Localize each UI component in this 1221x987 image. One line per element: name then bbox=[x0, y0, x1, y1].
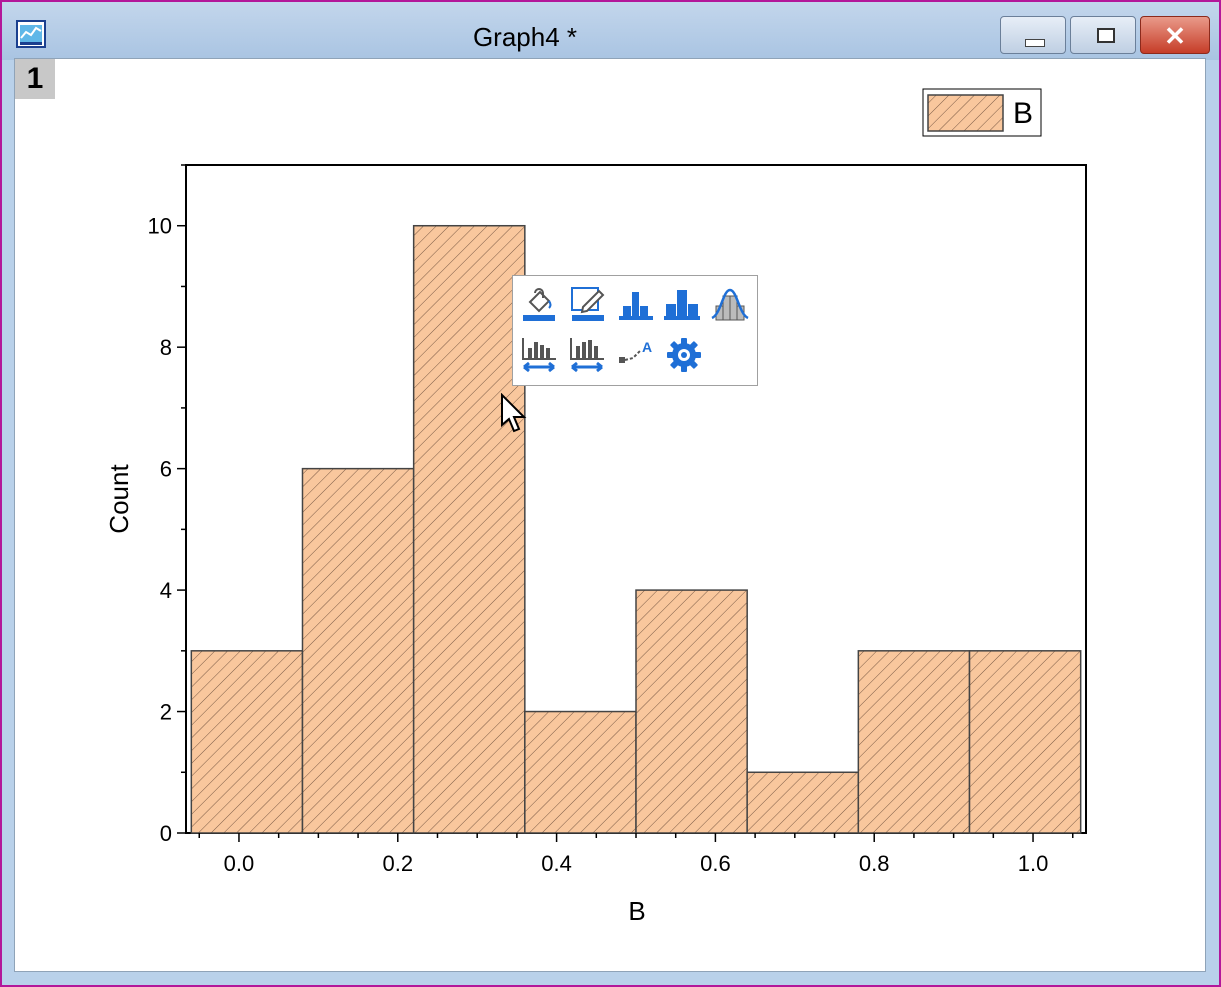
x-tick-label: 0.6 bbox=[700, 851, 731, 876]
graph-window-icon[interactable] bbox=[16, 20, 46, 48]
legend-label: B bbox=[1013, 97, 1033, 130]
y-tick-label: 0 bbox=[160, 821, 172, 846]
y-tick-label: 6 bbox=[160, 457, 172, 482]
y-axis-label[interactable]: Count bbox=[104, 464, 134, 534]
data-label-glyph: A bbox=[642, 339, 652, 355]
maximize-icon bbox=[1097, 28, 1115, 43]
y-tick-label: 8 bbox=[160, 335, 172, 360]
title-bar[interactable]: Graph4 * ✕ bbox=[2, 2, 1219, 60]
histogram-bar-3[interactable] bbox=[412, 224, 526, 834]
histogram-bar-6[interactable] bbox=[746, 771, 860, 834]
border-color-icon[interactable] bbox=[569, 284, 607, 322]
x-tick-label: 0.4 bbox=[541, 851, 572, 876]
maximize-button[interactable] bbox=[1070, 16, 1136, 54]
x-tick-label: 0.0 bbox=[224, 851, 255, 876]
histogram-bar-4[interactable] bbox=[524, 710, 637, 834]
histogram-bar-7[interactable] bbox=[857, 650, 971, 834]
bin-range-icon[interactable] bbox=[568, 336, 606, 374]
mini-toolbar: A bbox=[512, 275, 758, 386]
minimize-icon bbox=[1025, 39, 1045, 47]
y-tick-label: 10 bbox=[148, 214, 172, 239]
mouse-cursor-icon bbox=[501, 393, 527, 433]
histogram-bar-1[interactable] bbox=[190, 650, 304, 834]
fill-color-icon[interactable] bbox=[520, 284, 558, 322]
data-label-icon[interactable]: A bbox=[617, 336, 655, 374]
x-tick-label: 1.0 bbox=[1018, 851, 1049, 876]
y-tick-label: 2 bbox=[160, 700, 172, 725]
close-icon: ✕ bbox=[1164, 21, 1186, 51]
bin-width-icon[interactable] bbox=[520, 336, 558, 374]
x-tick-label: 0.8 bbox=[859, 851, 890, 876]
histogram-bar-5[interactable] bbox=[635, 589, 748, 834]
settings-gear-icon[interactable] bbox=[665, 336, 703, 374]
histogram-bar-8[interactable] bbox=[968, 650, 1082, 834]
window-title: Graph4 * bbox=[472, 22, 578, 52]
layer-number-badge[interactable]: 1 bbox=[15, 59, 55, 99]
x-tick-label: 0.2 bbox=[382, 851, 413, 876]
bar-gap-icon[interactable] bbox=[617, 284, 655, 322]
legend[interactable]: B bbox=[922, 88, 1042, 137]
y-tick-label: 4 bbox=[160, 578, 172, 603]
histogram-bar-2[interactable] bbox=[301, 467, 415, 834]
bar-width-icon[interactable] bbox=[663, 284, 701, 322]
x-axis-label[interactable]: B bbox=[628, 896, 645, 926]
distribution-curve-icon[interactable] bbox=[711, 284, 749, 322]
legend-swatch bbox=[927, 94, 1004, 132]
minimize-button[interactable] bbox=[1000, 16, 1066, 54]
close-button[interactable]: ✕ bbox=[1140, 16, 1210, 54]
